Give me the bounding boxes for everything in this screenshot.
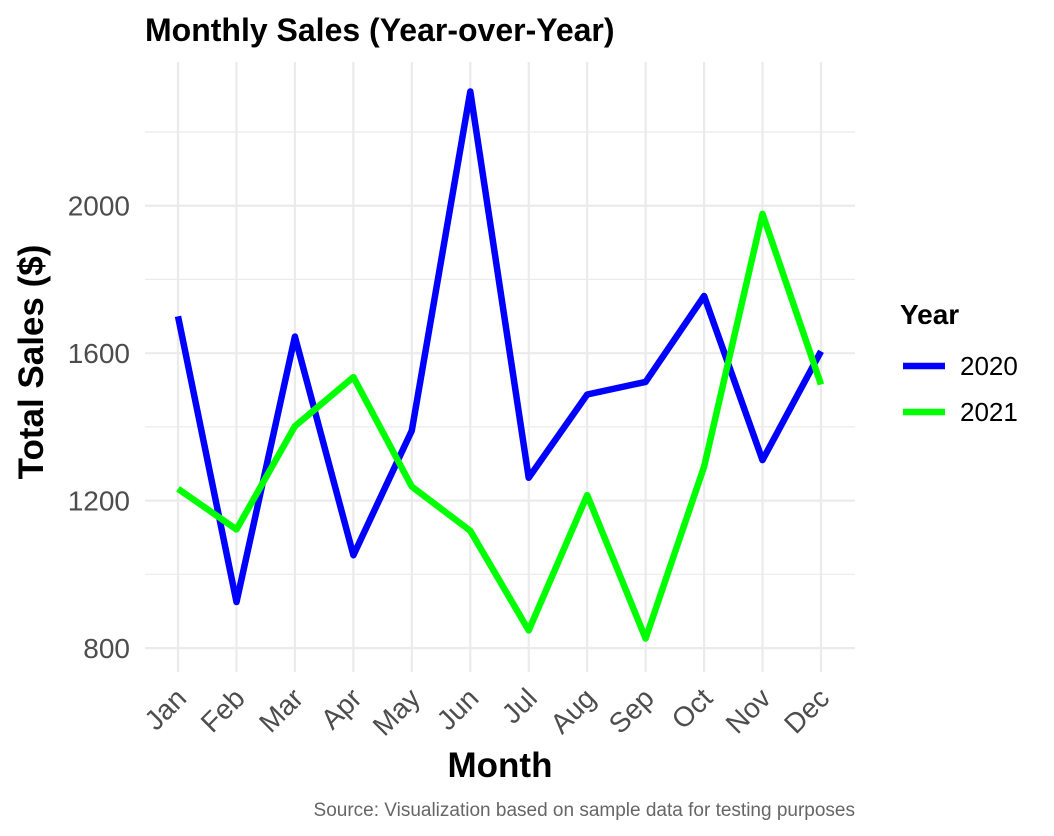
legend-label-2020: 2020: [960, 351, 1018, 381]
series-lines: [174, 88, 825, 642]
y-tick-label: 2000: [68, 191, 130, 222]
series-line-2021: [176, 210, 825, 642]
y-axis-ticks: 800 1200 1600 2000: [68, 191, 130, 664]
grid: [145, 62, 855, 672]
series-line-2020: [174, 88, 824, 606]
chart-caption: Source: Visualization based on sample da…: [314, 800, 855, 821]
y-axis-title: Total Sales ($): [12, 245, 51, 480]
x-axis-title: Month: [448, 746, 553, 785]
legend: Year 2020 2021: [900, 299, 1018, 427]
legend-label-2021: 2021: [960, 397, 1018, 427]
legend-title: Year: [900, 299, 959, 330]
y-tick-label: 1600: [68, 338, 130, 369]
y-tick-label: 1200: [68, 486, 130, 517]
y-tick-label: 800: [83, 633, 130, 664]
chart-title: Monthly Sales (Year-over-Year): [145, 12, 615, 48]
